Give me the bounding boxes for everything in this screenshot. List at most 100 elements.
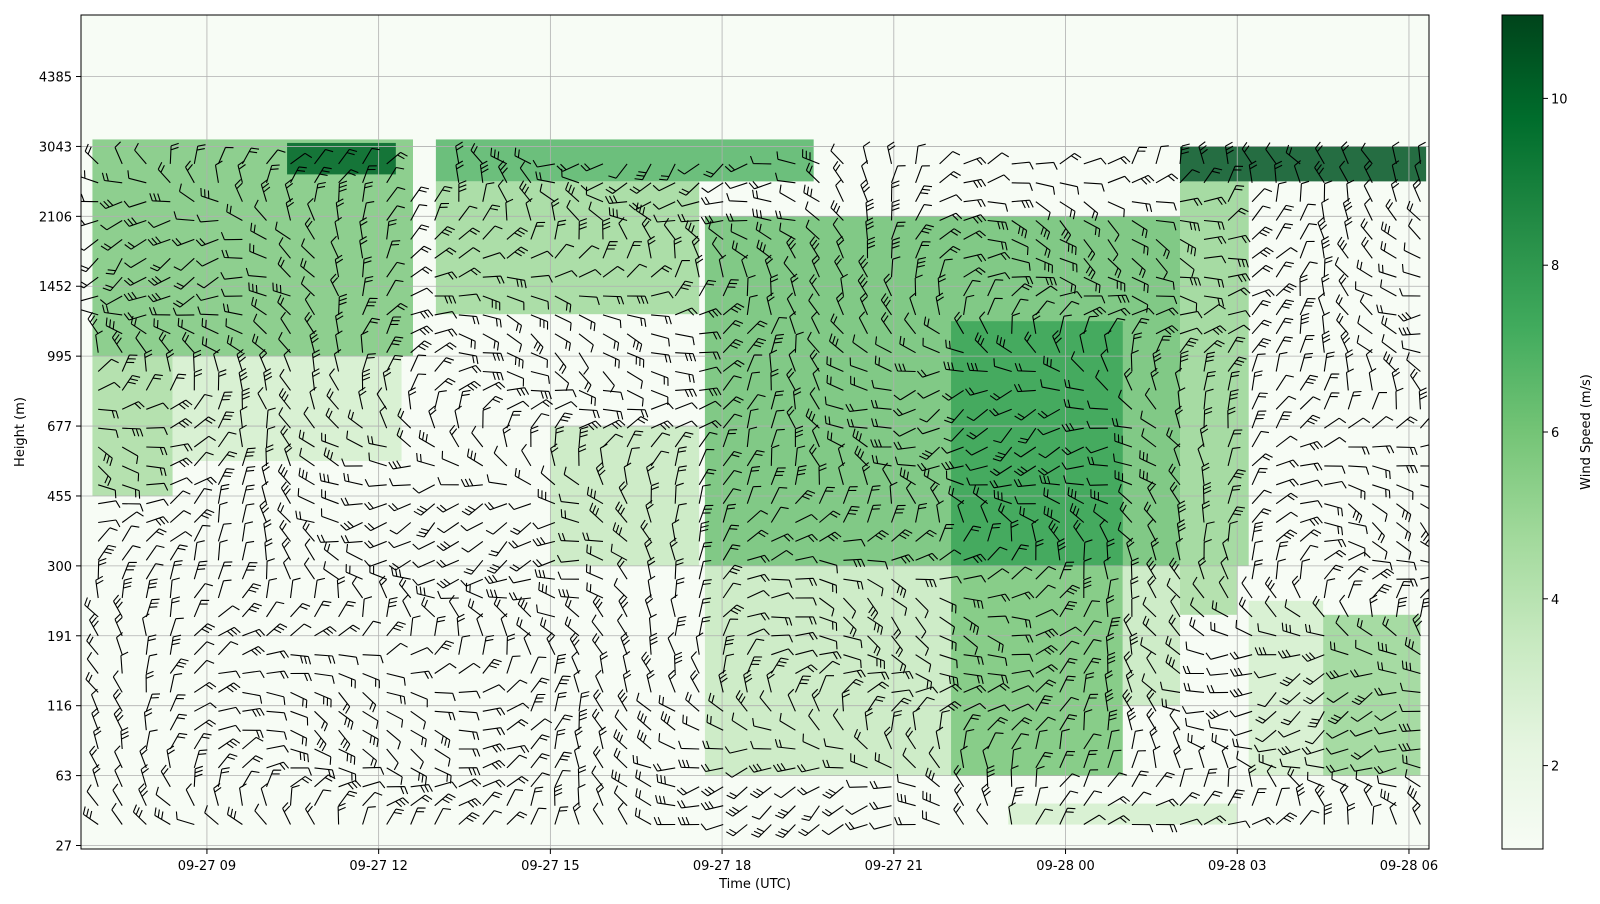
wind-barb: [1011, 733, 1030, 750]
wind-barb: [1314, 160, 1325, 184]
wind-barb: [551, 198, 560, 221]
wind-barb: [309, 386, 317, 410]
wind-barb: [595, 462, 606, 486]
wind-barb: [482, 406, 491, 429]
wind-barb: [1396, 540, 1412, 560]
wind-barb: [554, 389, 577, 398]
wind-barb: [1011, 747, 1022, 768]
wind-barb: [217, 641, 239, 656]
wind-barb: [1227, 446, 1241, 467]
wind-barb: [147, 292, 171, 303]
wind-barb: [1275, 492, 1298, 505]
wind-barb: [794, 445, 806, 466]
wind-barb: [1385, 198, 1397, 221]
wind-barb: [578, 218, 587, 240]
wind-barb: [775, 210, 796, 222]
wind-barb: [1324, 436, 1347, 448]
wind-barb: [578, 333, 594, 353]
wind-barb: [1131, 174, 1155, 185]
wind-barb: [867, 695, 886, 712]
wind-barb: [869, 780, 892, 790]
wind-barb: [1251, 508, 1272, 523]
wind-barb: [482, 810, 502, 825]
wind-barb: [506, 633, 516, 655]
wind-barb: [1406, 200, 1421, 221]
wind-barb: [822, 759, 844, 769]
wind-barb: [1275, 204, 1294, 221]
wind-barb: [1255, 710, 1277, 724]
wind-barb: [819, 531, 842, 542]
wind-barb: [963, 654, 984, 666]
wind-barb: [1321, 198, 1329, 221]
wind-barb: [242, 736, 264, 750]
wind-barb: [1130, 557, 1139, 580]
wind-barb: [1019, 506, 1037, 523]
wind-barb: [939, 701, 962, 712]
wind-barb: [519, 161, 532, 184]
wind-barb: [397, 408, 412, 429]
wind-barb: [774, 739, 796, 750]
wind-barb: [698, 520, 710, 542]
wind-barb: [842, 597, 857, 619]
wind-barb: [795, 555, 818, 564]
wind-barb: [1168, 614, 1181, 637]
wind-barb: [241, 147, 260, 165]
wind-barb: [1073, 519, 1085, 542]
wind-barb: [1155, 325, 1179, 335]
wind-barb: [1061, 446, 1085, 456]
wind-barb: [1363, 179, 1373, 202]
wind-barb: [634, 163, 652, 181]
wind-barb: [204, 805, 219, 825]
wind-barb: [1340, 330, 1351, 353]
wind-barb: [972, 484, 989, 505]
wind-barb: [640, 519, 652, 542]
wind-barb: [1327, 710, 1349, 725]
wind-barb: [850, 375, 868, 391]
wind-barb: [169, 490, 191, 505]
wind-barb: [1380, 279, 1397, 297]
wind-barb: [412, 559, 435, 569]
wind-barb: [554, 653, 567, 674]
wind-barb: [458, 812, 480, 825]
wind-barb: [1326, 691, 1349, 703]
wind-barb: [1275, 299, 1295, 316]
wind-barb: [1227, 789, 1245, 806]
wind-barb: [1083, 639, 1102, 655]
wind-barb: [963, 553, 987, 564]
wind-barb: [673, 236, 682, 259]
wind-barb: [506, 410, 522, 429]
wind-barb: [937, 274, 946, 297]
wind-barb: [410, 670, 433, 679]
wind-barb: [1203, 538, 1212, 561]
wind-barb: [1276, 478, 1299, 487]
wind-barb: [660, 711, 676, 731]
wind-barb: [123, 200, 147, 208]
wind-barb: [185, 160, 195, 184]
wind-barb: [1187, 733, 1205, 750]
wind-barb: [132, 804, 147, 825]
wind-barb: [795, 597, 817, 606]
wind-barb: [818, 675, 834, 693]
wind-barb: [84, 143, 99, 165]
wind-barb: [123, 291, 147, 302]
wind-speed-cell: [435, 181, 700, 315]
wind-barb: [530, 250, 554, 259]
wind-barb: [987, 201, 1009, 212]
wind-barb: [819, 616, 838, 631]
wind-barb: [1035, 664, 1058, 674]
wind-barb: [1299, 558, 1311, 580]
wind-barb: [866, 485, 881, 504]
wind-barb: [470, 143, 484, 165]
wind-barb: [1083, 672, 1095, 693]
wind-barb: [1111, 417, 1132, 429]
wind-barb: [530, 314, 549, 330]
wind-barb: [242, 628, 266, 638]
wind-barb: [1356, 617, 1373, 637]
wind-barb: [195, 238, 219, 247]
wind-barb: [752, 208, 772, 222]
wind-barb: [652, 182, 676, 192]
wind-barb: [1381, 334, 1397, 354]
wind-barb: [193, 368, 203, 391]
wind-barb: [674, 482, 684, 504]
wind-barb: [746, 510, 769, 523]
